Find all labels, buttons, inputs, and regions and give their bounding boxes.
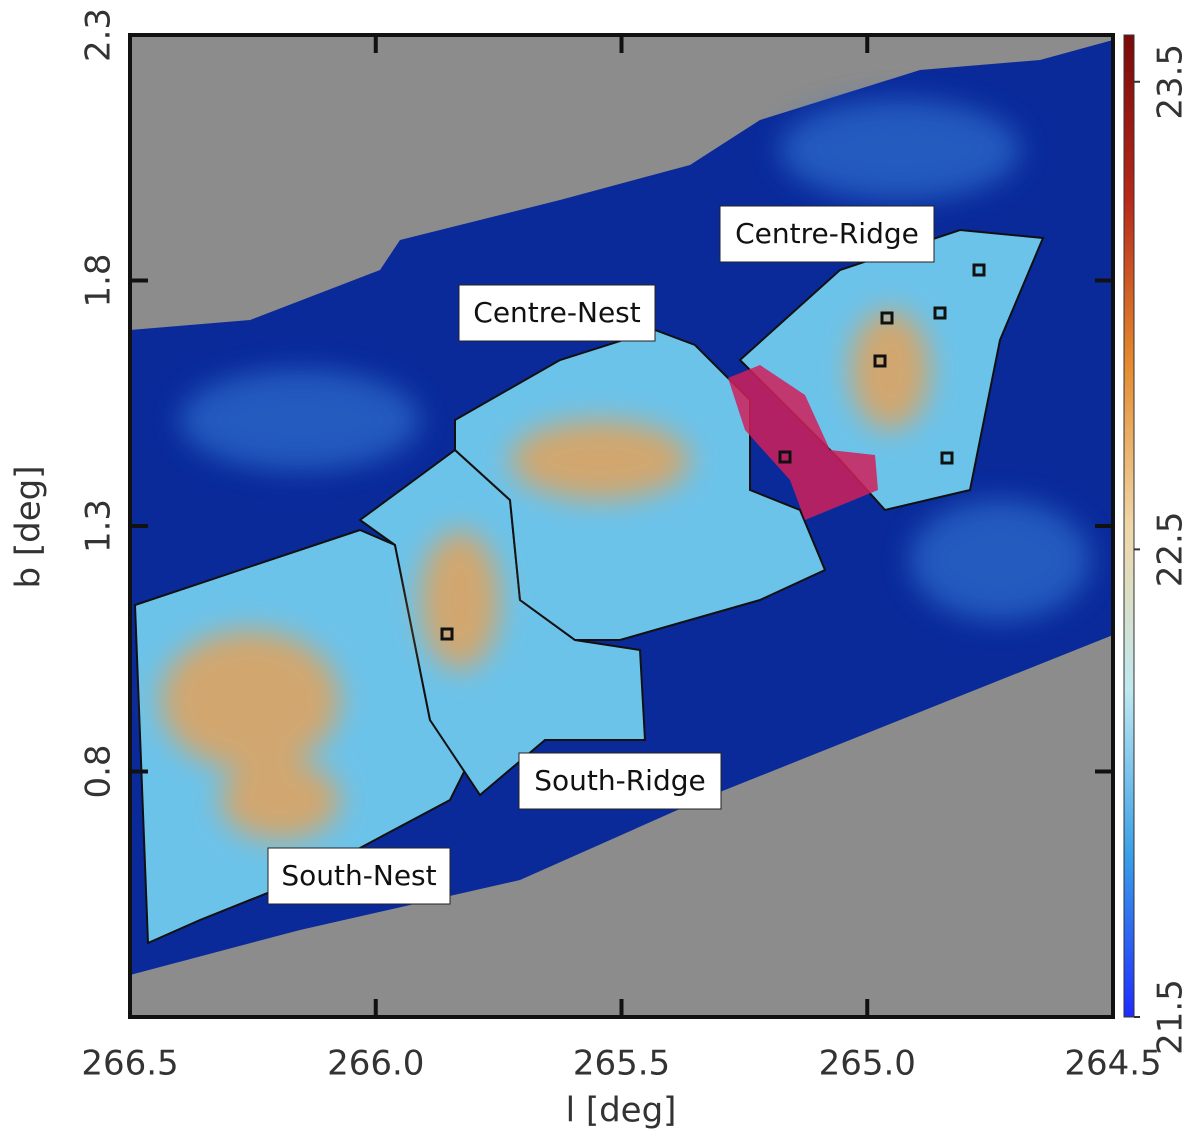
region-label: South-Nest bbox=[281, 859, 436, 892]
region-label: Centre-Nest bbox=[473, 296, 640, 329]
annotation-box bbox=[458, 284, 656, 342]
masked-region bbox=[728, 365, 878, 520]
background-structure bbox=[180, 100, 1090, 620]
x-tick-label: 266.5 bbox=[81, 1044, 178, 1084]
y-tick-label: 2.3 bbox=[79, 8, 119, 62]
region-label: Centre-Ridge bbox=[735, 217, 919, 250]
x-tick-label: 264.5 bbox=[1064, 1044, 1161, 1084]
colorbar-tick-label: 22.5 bbox=[1151, 512, 1191, 588]
source-markers bbox=[440, 263, 986, 641]
x-tick-label: 266.0 bbox=[327, 1044, 424, 1084]
annotation-box bbox=[719, 205, 935, 263]
colorbar-tick-label: 23.5 bbox=[1151, 44, 1191, 120]
colorbar bbox=[1123, 34, 1135, 1018]
colorbar-tick-label: 21.5 bbox=[1151, 979, 1191, 1055]
column-density-peaks bbox=[160, 310, 930, 840]
y-tick-label: 1.8 bbox=[79, 253, 119, 307]
y-tick-label: 1.3 bbox=[79, 499, 119, 553]
x-axis-title: l [deg] bbox=[566, 1091, 677, 1131]
annotation-box bbox=[518, 752, 722, 810]
x-tick-label: 265.5 bbox=[573, 1044, 670, 1084]
x-tick-label: 265.0 bbox=[819, 1044, 916, 1084]
y-axis-title: b [deg] bbox=[9, 465, 49, 588]
y-tick-label: 0.8 bbox=[79, 744, 119, 798]
image-layer bbox=[130, 35, 1113, 1017]
annotation-box bbox=[267, 847, 451, 905]
region-label: South-Ridge bbox=[534, 764, 706, 797]
